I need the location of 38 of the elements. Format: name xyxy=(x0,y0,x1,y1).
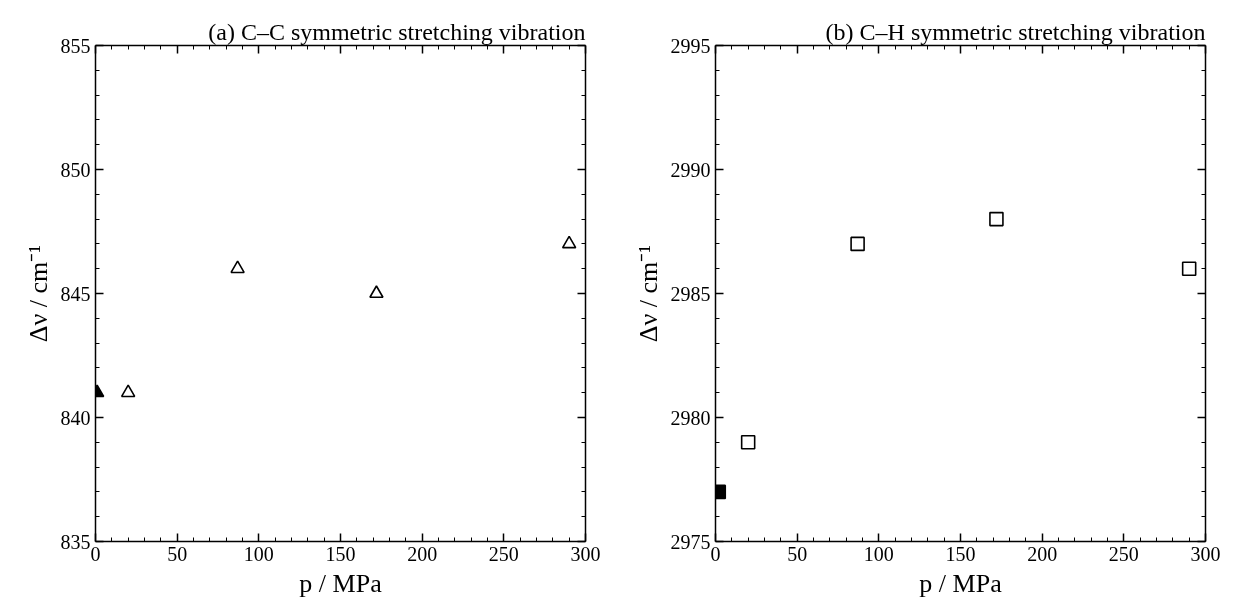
y-axis-title: Δν / cm⁻¹ xyxy=(633,244,663,343)
point xyxy=(989,211,1004,227)
point xyxy=(561,235,577,249)
y-tick-label: 2985 xyxy=(670,282,711,305)
x-tick-label: 50 xyxy=(167,542,188,565)
chart-title: (b) C–H symmetric stretching vibration xyxy=(825,18,1206,45)
point xyxy=(369,285,384,299)
x-tick-label: 300 xyxy=(1190,542,1221,565)
point xyxy=(230,260,245,274)
y-tick-label: 2995 xyxy=(670,34,711,57)
y-tick-label: 855 xyxy=(60,34,91,57)
y-axis-title: Δν / cm⁻¹ xyxy=(23,244,53,343)
x-axis-title: p / MPa xyxy=(919,568,1003,598)
x-tick-label: 100 xyxy=(243,542,274,565)
x-tick-label: 100 xyxy=(863,542,894,565)
x-tick-label: 250 xyxy=(1108,542,1139,565)
point xyxy=(120,384,136,398)
x-tick-label: 150 xyxy=(945,542,976,565)
x-tick-label: 200 xyxy=(1027,542,1058,565)
x-tick-label: 50 xyxy=(787,542,808,565)
x-tick-label: 300 xyxy=(570,542,601,565)
y-tick-label: 850 xyxy=(60,158,91,181)
y-tick-label: 835 xyxy=(60,530,91,553)
x-tick-label: 150 xyxy=(325,542,356,565)
y-tick-label: 845 xyxy=(60,282,91,305)
y-tick-label: 2990 xyxy=(670,158,711,181)
x-tick-label: 0 xyxy=(90,542,101,565)
point xyxy=(850,236,865,252)
x-axis-title: p / MPa xyxy=(299,568,383,598)
chart-title: (a) C–C symmetric stretching vibration xyxy=(208,18,586,45)
x-tick-label: 0 xyxy=(710,542,721,565)
y-tick-label: 2980 xyxy=(670,406,711,429)
point xyxy=(1181,261,1197,276)
x-tick-label: 200 xyxy=(407,542,438,565)
y-tick-label: 840 xyxy=(60,406,91,429)
point xyxy=(740,435,756,450)
x-tick-label: 250 xyxy=(488,542,519,565)
y-tick-label: 2975 xyxy=(670,530,711,553)
